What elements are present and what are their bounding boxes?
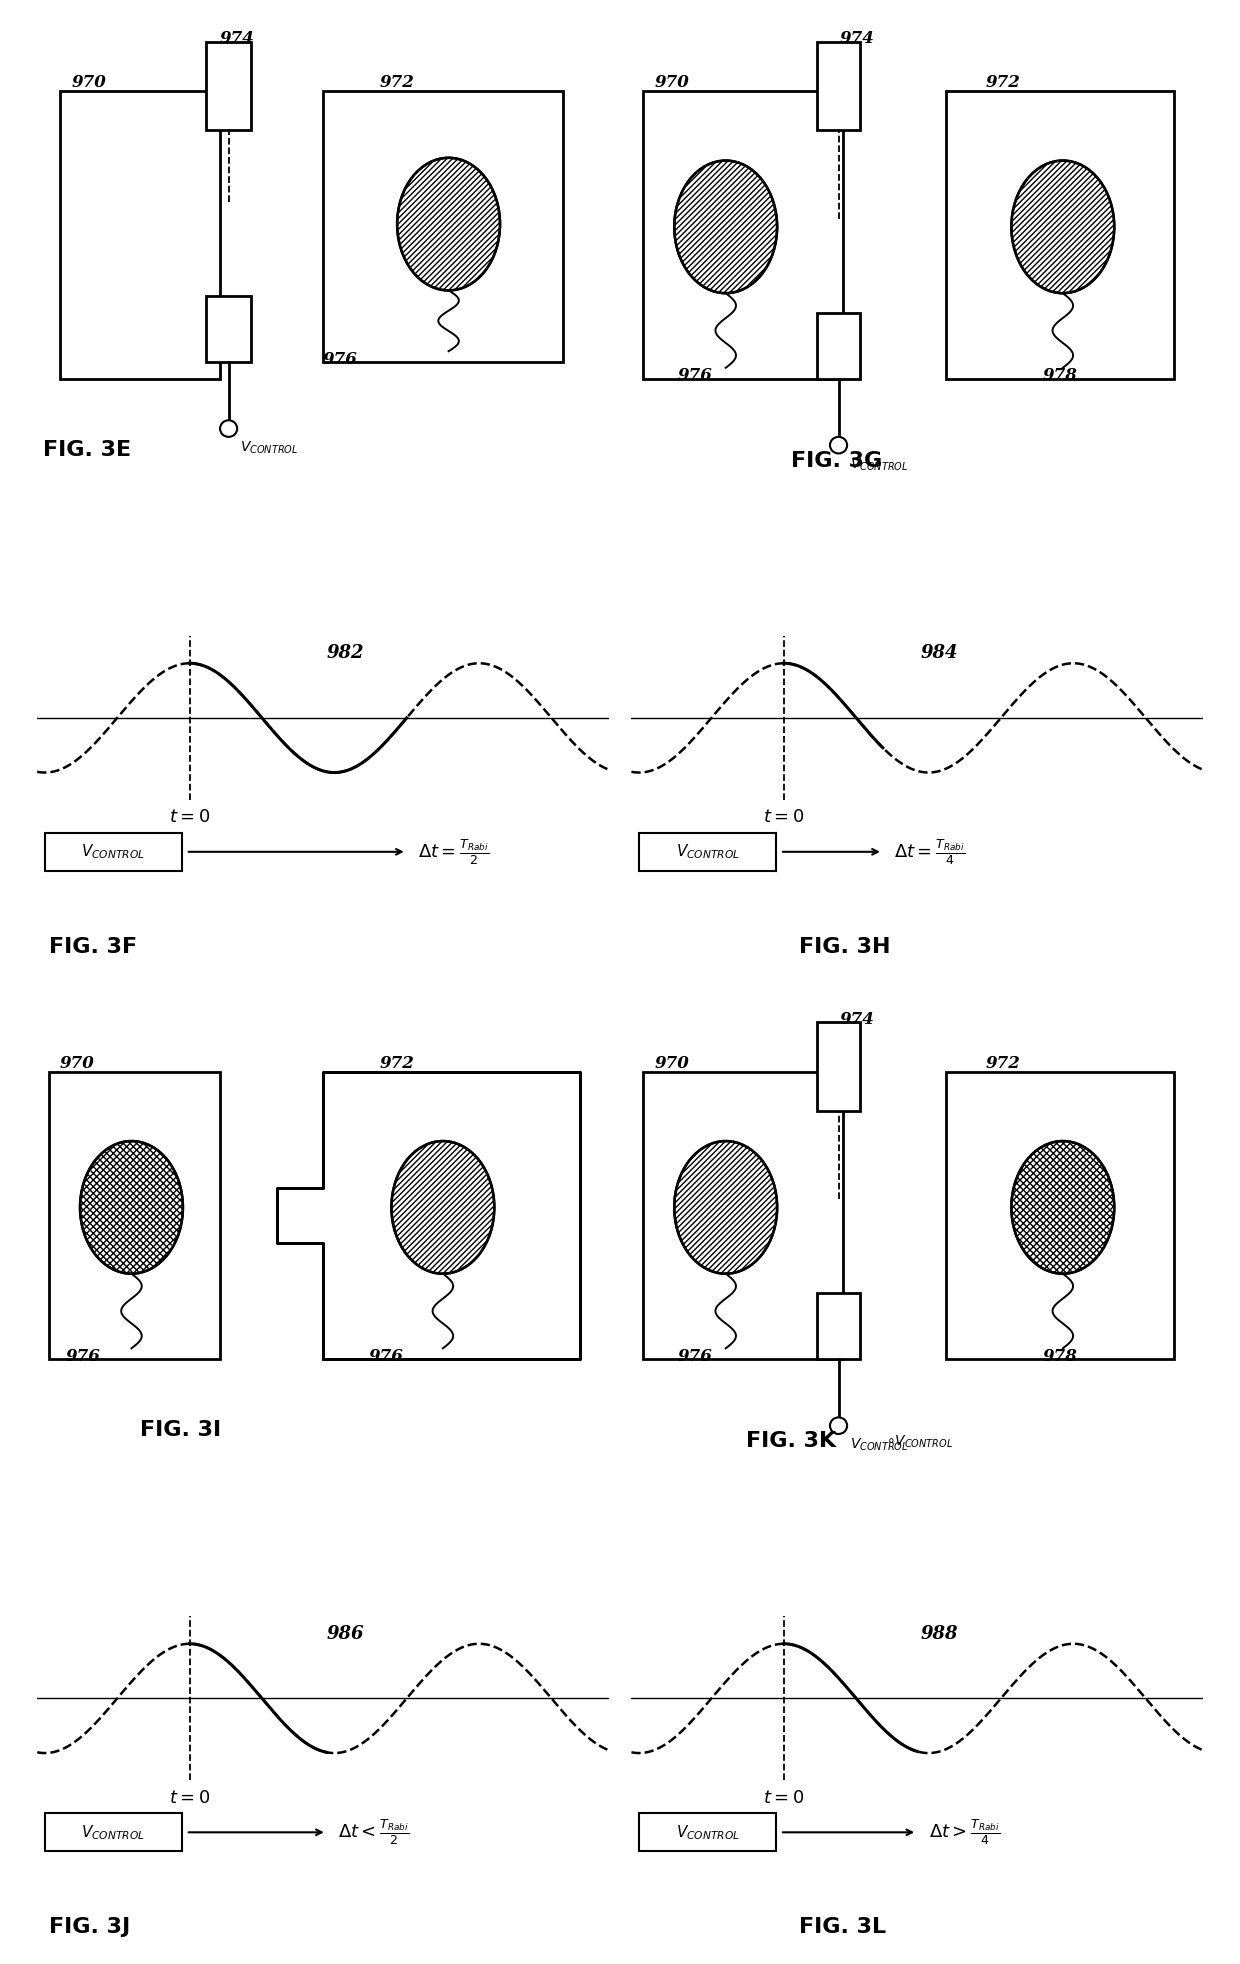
Text: $\Delta t = \frac{T_{Rabi}}{4}$: $\Delta t = \frac{T_{Rabi}}{4}$ (894, 837, 966, 866)
Text: 986: 986 (326, 1624, 365, 1642)
Bar (642, 1072, 843, 1359)
Text: $t{=}0$: $t{=}0$ (169, 807, 211, 827)
Text: $V_{CONTROL}$: $V_{CONTROL}$ (849, 456, 909, 473)
Text: $t{=}0$: $t{=}0$ (169, 1789, 211, 1807)
Text: 976: 976 (368, 1347, 403, 1365)
Text: $V_{CONTROL}$: $V_{CONTROL}$ (676, 843, 739, 860)
Text: $\Delta t > \frac{T_{Rabi}}{4}$: $\Delta t > \frac{T_{Rabi}}{4}$ (929, 1817, 999, 1848)
Bar (45, 833, 182, 870)
Text: 970: 970 (655, 1055, 689, 1072)
Text: 988: 988 (921, 1624, 959, 1642)
Bar (946, 92, 1174, 379)
Text: $V_{CONTROL}$: $V_{CONTROL}$ (82, 843, 145, 860)
Ellipse shape (1012, 1141, 1115, 1275)
Text: 974: 974 (219, 29, 255, 47)
Text: 972: 972 (379, 1055, 415, 1072)
Text: $\Delta t = \frac{T_{Rabi}}{2}$: $\Delta t = \frac{T_{Rabi}}{2}$ (418, 837, 490, 866)
Bar (817, 312, 861, 379)
Text: FIG. 3G: FIG. 3G (791, 450, 883, 471)
Bar (946, 1072, 1174, 1359)
Text: 984: 984 (921, 644, 959, 662)
Bar (817, 1292, 861, 1359)
Bar (639, 833, 776, 870)
Text: 974: 974 (839, 29, 875, 47)
Bar (322, 92, 563, 361)
Ellipse shape (675, 161, 777, 293)
Ellipse shape (675, 1141, 777, 1275)
Text: $\Delta t < \frac{T_{Rabi}}{2}$: $\Delta t < \frac{T_{Rabi}}{2}$ (339, 1817, 409, 1848)
Text: FIG. 3J: FIG. 3J (48, 1917, 130, 1937)
Bar (817, 1023, 861, 1112)
Text: FIG. 3E: FIG. 3E (43, 440, 131, 460)
Text: 970: 970 (655, 75, 689, 92)
Text: FIG. 3F: FIG. 3F (48, 937, 136, 956)
Polygon shape (278, 1072, 580, 1359)
Ellipse shape (81, 1141, 184, 1275)
Text: 970: 970 (72, 75, 107, 92)
Bar (45, 1813, 182, 1852)
Text: 976: 976 (322, 352, 358, 367)
Text: FIG. 3I: FIG. 3I (140, 1420, 221, 1440)
Text: 976: 976 (677, 367, 712, 385)
Text: $\circ V_{CONTROL}$: $\circ V_{CONTROL}$ (885, 1434, 952, 1449)
Text: FIG. 3L: FIG. 3L (799, 1917, 887, 1937)
Text: 982: 982 (326, 644, 365, 662)
Text: 972: 972 (379, 75, 415, 92)
Text: 978: 978 (1043, 367, 1078, 385)
Text: 976: 976 (677, 1347, 712, 1365)
Text: 976: 976 (66, 1347, 100, 1365)
Bar (206, 297, 252, 361)
Ellipse shape (392, 1141, 495, 1275)
Text: $V_{CONTROL}$: $V_{CONTROL}$ (849, 1438, 909, 1453)
Bar (48, 1072, 219, 1359)
Bar (60, 92, 219, 379)
Text: FIG. 3K: FIG. 3K (745, 1432, 836, 1451)
Text: $V_{CONTROL}$: $V_{CONTROL}$ (82, 1823, 145, 1842)
Text: $V_{CONTROL}$: $V_{CONTROL}$ (676, 1823, 739, 1842)
Text: $t{=}0$: $t{=}0$ (763, 807, 805, 827)
Text: 970: 970 (60, 1055, 95, 1072)
Text: 978: 978 (1043, 1347, 1078, 1365)
Text: 972: 972 (986, 75, 1021, 92)
Text: $V_{CONTROL}$: $V_{CONTROL}$ (241, 440, 299, 456)
Ellipse shape (1012, 161, 1115, 293)
Bar (206, 41, 252, 130)
Text: 972: 972 (986, 1055, 1021, 1072)
Bar (642, 92, 843, 379)
Text: 974: 974 (839, 1011, 875, 1027)
Bar (639, 1813, 776, 1852)
Text: $t{=}0$: $t{=}0$ (763, 1789, 805, 1807)
Text: FIG. 3H: FIG. 3H (799, 937, 890, 956)
Bar (817, 41, 861, 130)
Ellipse shape (397, 157, 500, 291)
